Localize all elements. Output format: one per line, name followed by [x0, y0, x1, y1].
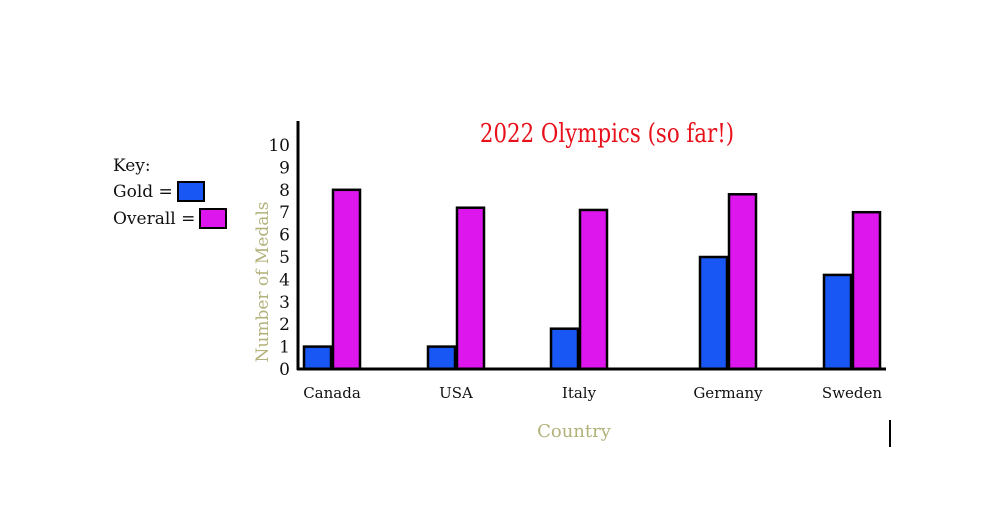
y-tick-label: 4 [279, 270, 290, 290]
y-tick-label: 7 [279, 203, 290, 223]
legend-gold: Gold = [113, 181, 205, 202]
y-tick-label: 10 [268, 136, 290, 156]
legend-title: Key: [113, 156, 151, 176]
y-tick-label: 2 [279, 315, 290, 335]
bar-overall-sweden [851, 210, 882, 371]
x-axis-label: Country [537, 421, 612, 442]
x-tick-label: Germany [693, 384, 763, 402]
x-tick-label: Sweden [822, 384, 882, 402]
x-tick-label: USA [439, 384, 473, 402]
text-cursor [889, 420, 891, 447]
bar-gold-italy [549, 327, 580, 371]
legend-gold-swatch [176, 181, 205, 202]
bar-overall-canada [331, 188, 362, 371]
legend-overall-label: Overall = [113, 208, 196, 229]
bar-gold-sweden [822, 273, 853, 371]
bar-overall-usa [455, 206, 486, 371]
y-tick-label: 0 [279, 360, 290, 380]
y-tick-label: 8 [279, 181, 290, 201]
legend-gold-label: Gold = [113, 181, 173, 202]
y-tick-label: 5 [279, 248, 290, 268]
legend-overall: Overall = [113, 208, 228, 229]
bar-gold-germany [698, 255, 729, 371]
bar-gold-usa [426, 345, 457, 371]
chart-title: 2022 Olympics (so far!) [480, 118, 734, 149]
x-tick-label: Canada [303, 384, 361, 402]
bar-overall-germany [727, 193, 758, 371]
bar-gold-canada [302, 345, 333, 371]
y-tick-label: 1 [279, 338, 290, 358]
bar-overall-italy [578, 208, 609, 371]
y-tick-label: 6 [279, 226, 290, 246]
x-tick-label: Italy [562, 384, 597, 402]
y-tick-label: 9 [279, 158, 290, 178]
legend-overall-swatch [199, 208, 228, 229]
y-axis-label: Number of Medals [253, 202, 273, 363]
y-tick-label: 3 [279, 293, 290, 313]
